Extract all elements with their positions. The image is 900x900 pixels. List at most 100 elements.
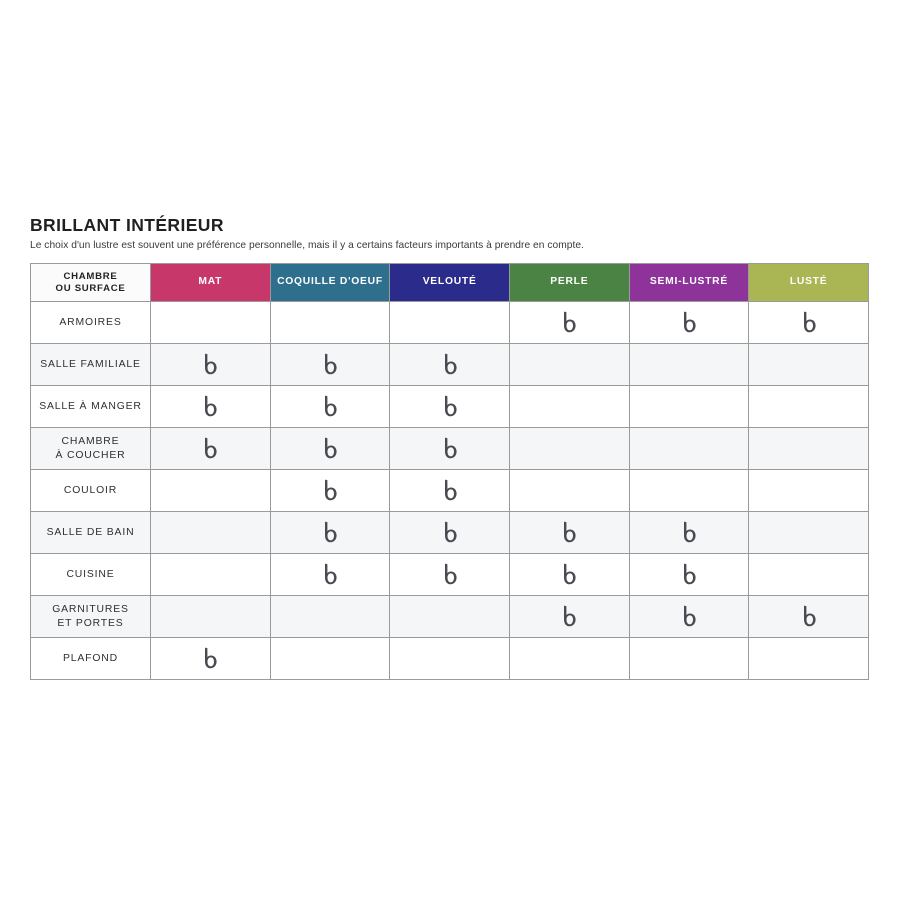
cell-empty[interactable] [389,637,510,680]
row-label-surface: GARNITURES ET PORTES [30,595,151,638]
cell-recommended[interactable] [508,595,630,638]
column-header-sheen-5[interactable]: SEMI-LUSTRÉ [628,263,750,302]
table-header-row: CHAMBRE OU SURFACE MAT COQUILLE D'OEUF VELOU… [30,263,869,302]
paint-drop-mark-icon [680,311,698,335]
cell-empty[interactable] [748,343,869,386]
paint-drop-mark-icon [441,479,459,503]
cell-empty[interactable] [269,595,391,638]
cell-recommended[interactable] [628,595,750,638]
cell-recommended[interactable] [150,343,271,386]
column-header-sheen-1[interactable]: MAT [150,263,271,302]
cell-recommended[interactable] [269,385,391,428]
paint-drop-mark-icon [680,605,698,629]
cell-recommended[interactable] [269,469,391,512]
cell-recommended[interactable] [628,301,750,344]
column-header-sheen-6[interactable]: LUSTÉ [748,263,869,302]
paint-drop-mark-icon [441,563,459,587]
cell-recommended[interactable] [150,427,271,470]
cell-empty[interactable] [269,637,391,680]
page-title: BRILLANT INTÉRIEUR [30,215,224,235]
row-label-text-line2: ET PORTES [57,617,124,629]
column-header-label: SEMI-LUSTRÉ [649,276,728,288]
cell-recommended[interactable] [389,469,510,512]
column-header-label: VELOUTÉ [422,276,477,288]
table-row: GARNITURES ET PORTES [30,595,869,638]
column-header-surface[interactable]: CHAMBRE OU SURFACE [30,263,151,302]
column-header-sheen-3[interactable]: VELOUTÉ [389,263,510,302]
row-label-text: COULOIR [63,484,118,496]
row-label-surface: CHAMBRE À COUCHER [30,427,151,470]
cell-empty[interactable] [628,637,750,680]
cell-empty[interactable] [628,343,750,386]
paint-drop-mark-icon [321,479,339,503]
cell-recommended[interactable] [748,595,869,638]
cell-recommended[interactable] [628,553,750,596]
cell-empty[interactable] [508,637,630,680]
page-subtitle: Le choix d'un lustre est souvent une pré… [30,240,584,252]
column-header-sheen-4[interactable]: PERLE [508,263,630,302]
cell-empty[interactable] [389,301,510,344]
paint-drop-mark-icon [321,437,339,461]
column-header-label: MAT [198,276,223,288]
interior-gloss-table: CHAMBRE OU SURFACE MAT COQUILLE D'OEUF VELOU… [30,263,869,680]
cell-empty[interactable] [628,469,750,512]
cell-recommended[interactable] [389,385,510,428]
cell-recommended[interactable] [508,511,630,554]
row-label-text: PLAFOND [62,652,119,664]
paint-drop-mark-icon [321,521,339,545]
cell-empty[interactable] [508,385,630,428]
cell-recommended[interactable] [150,637,271,680]
cell-recommended[interactable] [389,553,510,596]
cell-empty[interactable] [748,637,869,680]
cell-recommended[interactable] [269,343,391,386]
paint-drop-mark-icon [201,647,219,671]
cell-empty[interactable] [748,553,869,596]
cell-recommended[interactable] [389,343,510,386]
paint-drop-mark-icon [560,605,578,629]
cell-empty[interactable] [748,427,869,470]
cell-empty[interactable] [508,343,630,386]
paint-drop-mark-icon [560,521,578,545]
table-row: SALLE DE BAIN [30,511,869,554]
cell-empty[interactable] [508,469,630,512]
cell-recommended[interactable] [389,511,510,554]
cell-recommended[interactable] [508,553,630,596]
table-row: ARMOIRES [30,301,869,344]
cell-empty[interactable] [748,385,869,428]
table-row: PLAFOND [30,637,869,680]
cell-empty[interactable] [150,301,271,344]
cell-recommended[interactable] [748,301,869,344]
paint-drop-mark-icon [441,437,459,461]
cell-empty[interactable] [150,469,271,512]
cell-recommended[interactable] [389,427,510,470]
cell-recommended[interactable] [628,511,750,554]
cell-empty[interactable] [748,511,869,554]
cell-empty[interactable] [269,301,391,344]
paint-drop-mark-icon [441,521,459,545]
cell-empty[interactable] [150,553,271,596]
row-label-text: ARMOIRES [59,316,122,328]
row-label-text: GARNITURES [52,603,129,615]
paint-drop-mark-icon [201,353,219,377]
cell-empty[interactable] [150,511,271,554]
paint-drop-mark-icon [321,353,339,377]
cell-empty[interactable] [508,427,630,470]
row-label-surface: ARMOIRES [30,301,151,344]
cell-recommended[interactable] [508,301,630,344]
table-header: CHAMBRE OU SURFACE MAT COQUILLE D'OEUF VELOU… [30,263,869,302]
cell-empty[interactable] [748,469,869,512]
paint-drop-mark-icon [441,353,459,377]
cell-recommended[interactable] [269,553,391,596]
cell-recommended[interactable] [269,427,391,470]
cell-empty[interactable] [389,595,510,638]
cell-empty[interactable] [628,427,750,470]
cell-recommended[interactable] [269,511,391,554]
cell-empty[interactable] [628,385,750,428]
cell-recommended[interactable] [150,385,271,428]
table-row: COULOIR [30,469,869,512]
cell-empty[interactable] [150,595,271,638]
column-header-sheen-2[interactable]: COQUILLE D'OEUF [269,263,391,302]
table-row: SALLE FAMILIALE [30,343,869,386]
column-header-label: LUSTÉ [789,276,828,288]
column-header-label: COQUILLE D'OEUF [277,276,383,288]
